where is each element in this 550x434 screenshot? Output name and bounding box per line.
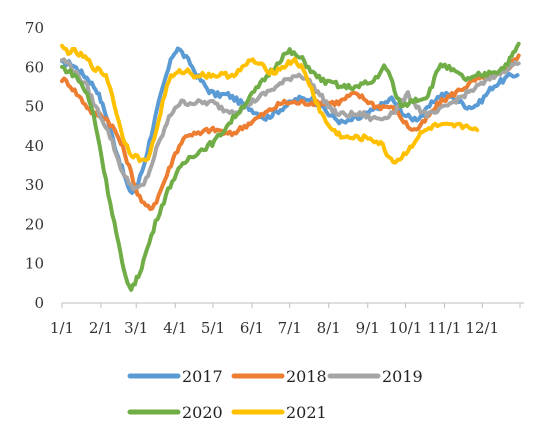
legend-label-2018: 2018 <box>286 367 327 386</box>
y-tick-label: 60 <box>25 58 44 76</box>
axes: 0 10 20 30 40 50 60 70 1/1 2/1 3/1 4/1 5/1 6/1 7/1 8/1 9… <box>25 19 524 337</box>
y-tick-label: 20 <box>25 215 44 233</box>
x-tick-label: 12/1 <box>465 319 499 337</box>
legend-label-2021: 2021 <box>286 403 327 422</box>
y-tick-label: 50 <box>25 98 44 116</box>
x-tick-label: 10/1 <box>389 319 423 337</box>
legend-label-2019: 2019 <box>382 367 423 386</box>
x-tick-label: 6/1 <box>240 319 264 337</box>
series-line-2018 <box>60 53 521 211</box>
y-tick-label: 30 <box>25 176 44 194</box>
legend-label-2017: 2017 <box>182 367 223 386</box>
x-tick-label: 5/1 <box>201 319 225 337</box>
series-line-2020 <box>60 41 521 292</box>
y-tick-label: 0 <box>34 294 44 312</box>
y-tick-label: 70 <box>25 19 44 37</box>
x-tick-label: 2/1 <box>89 319 113 337</box>
y-tick-label: 10 <box>25 255 44 273</box>
plot-area <box>60 41 521 292</box>
x-tick-label: 11/1 <box>428 319 462 337</box>
y-tick-label: 40 <box>25 137 44 155</box>
x-tick-label: 3/1 <box>124 319 148 337</box>
legend: 2017 2018 2019 2020 2021 <box>127 367 423 422</box>
x-tick-label: 8/1 <box>317 319 341 337</box>
x-tick-label: 4/1 <box>163 319 187 337</box>
x-tick-label: 7/1 <box>278 319 302 337</box>
series-line-2021 <box>60 43 480 165</box>
legend-label-2020: 2020 <box>182 403 223 422</box>
x-tick-label: 1/1 <box>50 319 74 337</box>
series-line-2017 <box>60 46 520 195</box>
x-tick-label: 9/1 <box>356 319 380 337</box>
series-line-2019 <box>60 57 521 192</box>
